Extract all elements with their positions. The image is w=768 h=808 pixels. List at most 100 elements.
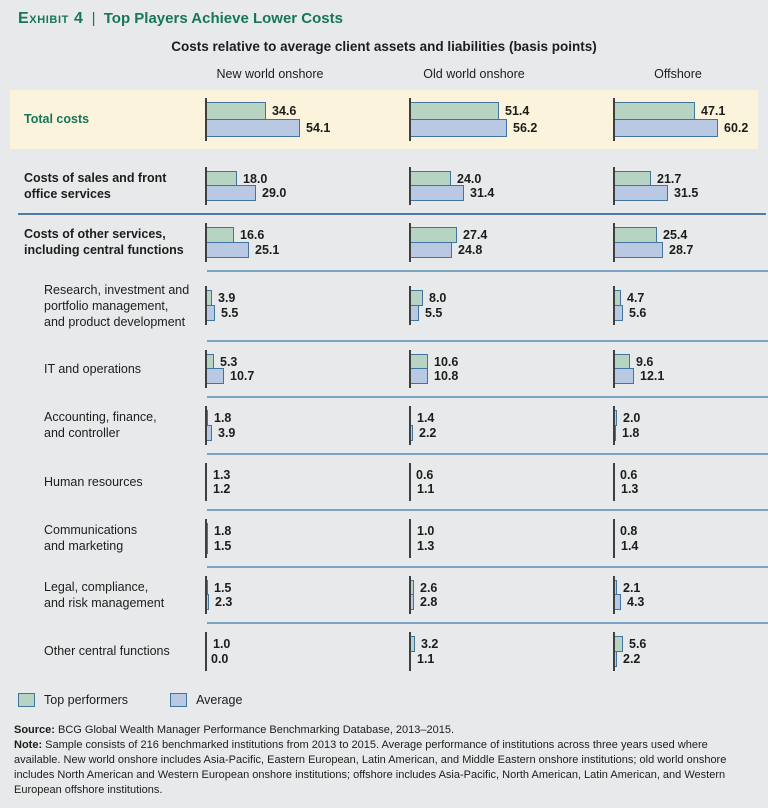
average-bar xyxy=(409,481,411,497)
top-performers-bar-line: 51.4 xyxy=(409,102,613,120)
bar-cell: 1.3 1.2 xyxy=(205,462,409,501)
bar-cell: 21.7 31.5 xyxy=(613,166,768,205)
average-bar xyxy=(613,650,617,667)
average-bar-line: 2.8 xyxy=(409,594,613,610)
average-value: 0.0 xyxy=(211,651,229,666)
cost-row: Costs of sales and front office services … xyxy=(10,159,758,214)
top-performers-value: 47.1 xyxy=(701,104,726,118)
bar-cell: 5.6 2.2 xyxy=(613,632,768,670)
row-label: IT and operations xyxy=(44,361,142,376)
bar-cell: 34.6 54.1 xyxy=(205,98,409,140)
average-bar xyxy=(409,650,411,667)
top-performers-bar-line: 9.6 xyxy=(613,353,768,370)
average-bar-line: 2.2 xyxy=(613,650,768,667)
row-label: Accounting, finance, and controller xyxy=(44,410,157,441)
top-performers-value: 4.7 xyxy=(627,291,645,306)
average-value: 5.5 xyxy=(221,305,239,320)
top-performers-value: 34.6 xyxy=(272,104,297,118)
average-bar-line: 10.8 xyxy=(409,368,613,384)
average-bar-line: 4.3 xyxy=(613,594,768,610)
bar-cell: 0.6 1.1 xyxy=(409,462,613,501)
bar-cell: 2.1 4.3 xyxy=(613,575,768,614)
top-performers-bar xyxy=(409,466,410,483)
bar-cell: 10.6 10.8 xyxy=(409,349,613,388)
average-bar xyxy=(409,304,419,321)
average-bar xyxy=(409,424,413,441)
cost-row: Costs of other services, including centra… xyxy=(10,215,758,270)
bar-cell: 1.0 0.0 xyxy=(205,632,409,670)
top-performers-value: 18.0 xyxy=(243,171,268,186)
exhibit-title: Exhibit 4 | Top Players Achieve Lower Co… xyxy=(10,10,768,28)
average-bar-line: 12.1 xyxy=(613,368,768,384)
top-performers-value: 51.4 xyxy=(505,104,530,118)
average-bar-line: 1.8 xyxy=(613,424,768,441)
average-bar xyxy=(205,594,209,610)
row-cells: 16.6 25.1 27.4 24.8 25.4 28.7 xyxy=(205,223,768,261)
average-bar-line: 24.8 xyxy=(409,241,613,258)
average-value: 5.6 xyxy=(629,305,647,320)
row-cells: 18.0 29.0 24.0 31.4 21.7 31.5 xyxy=(205,166,768,205)
cost-row: IT and operations 5.3 10.7 10.6 10.8 9.6… xyxy=(10,342,758,397)
average-value: 3.9 xyxy=(218,425,236,440)
bar-cell: 16.6 25.1 xyxy=(205,223,409,261)
average-value: 29.0 xyxy=(262,186,287,200)
row-divider xyxy=(207,396,768,398)
top-performers-bar xyxy=(205,636,207,652)
average-value: 24.8 xyxy=(458,242,483,257)
average-bar xyxy=(205,368,224,384)
average-bar-line: 31.5 xyxy=(613,185,768,201)
top-performers-value: 2.6 xyxy=(420,580,438,595)
average-value: 1.2 xyxy=(213,482,231,496)
legend-label: Average xyxy=(196,692,243,707)
row-divider xyxy=(207,509,768,511)
average-bar xyxy=(613,537,615,554)
row-cells: 1.5 2.3 2.6 2.8 2.1 4.3 xyxy=(205,575,768,614)
exhibit-headline: Top Players Achieve Lower Costs xyxy=(103,10,343,27)
average-bar xyxy=(613,185,668,201)
footnotes: Source: BCG Global Wealth Manager Perfor… xyxy=(14,723,756,799)
average-bar-line: 1.4 xyxy=(613,537,768,554)
top-performers-bar xyxy=(613,466,614,483)
average-value: 1.5 xyxy=(214,538,232,553)
top-performers-bar xyxy=(613,636,623,652)
bar-cell: 2.6 2.8 xyxy=(409,575,613,614)
average-bar-line: 56.2 xyxy=(409,118,613,137)
legend-label: Top performers xyxy=(44,692,129,707)
top-performers-value: 8.0 xyxy=(429,291,447,306)
average-bar xyxy=(409,537,411,554)
average-bar-line: 29.0 xyxy=(205,185,409,201)
bar-cell: 3.2 1.1 xyxy=(409,632,613,670)
row-cells: 1.8 1.5 1.0 1.3 0.8 1.4 xyxy=(205,519,768,557)
average-bar-line: 0.0 xyxy=(205,651,409,667)
top-performers-value: 3.2 xyxy=(421,637,439,651)
cost-row: Total costs 34.6 54.1 51.4 56.2 47.1 60.… xyxy=(10,90,758,149)
cost-row: Other central functions 1.0 0.0 3.2 1.1 … xyxy=(10,624,758,679)
average-bar xyxy=(613,594,621,610)
average-bar-line: 1.3 xyxy=(409,537,613,554)
average-bar-line: 1.2 xyxy=(205,481,409,497)
average-bar xyxy=(613,424,616,441)
average-bar xyxy=(205,424,212,441)
cost-row: Accounting, finance, and controller 1.8 3… xyxy=(10,398,758,453)
top-performers-value: 1.8 xyxy=(214,411,232,425)
row-label: Costs of other services, including centra… xyxy=(24,227,184,258)
bar-cell: 9.6 12.1 xyxy=(613,349,768,388)
average-value: 54.1 xyxy=(306,120,331,135)
top-performers-bar xyxy=(409,410,411,426)
average-bar xyxy=(613,118,718,137)
top-performers-bar-line: 3.2 xyxy=(409,636,613,652)
average-bar-line: 5.6 xyxy=(613,304,768,321)
average-value: 1.3 xyxy=(417,538,435,553)
average-bar xyxy=(409,118,507,137)
average-value: 60.2 xyxy=(724,120,749,135)
average-bar-line: 2.3 xyxy=(205,594,409,610)
average-bar xyxy=(409,368,428,384)
average-bar xyxy=(205,241,249,258)
title-separator: | xyxy=(91,10,96,27)
average-swatch-icon xyxy=(170,692,188,707)
top-performers-bar xyxy=(613,523,614,539)
top-performers-bar xyxy=(613,102,695,120)
average-bar-line: 54.1 xyxy=(205,118,409,137)
bar-cell: 27.4 24.8 xyxy=(409,223,613,261)
